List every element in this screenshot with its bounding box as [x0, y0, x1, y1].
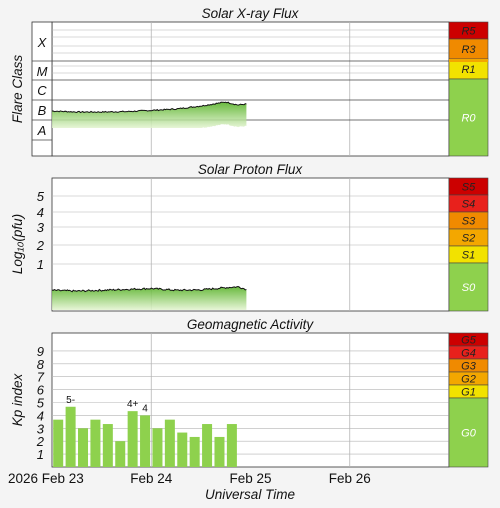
- kp-bar: [127, 411, 138, 467]
- kp-bar: [102, 424, 113, 467]
- kp-bar: [226, 424, 237, 467]
- y-tick-label: 3: [37, 220, 45, 235]
- kp-bar-label: 4: [142, 403, 148, 414]
- scale-label-g3: G3: [461, 361, 477, 373]
- scale-label-s3: S3: [462, 216, 476, 228]
- y-tick-label: 4: [37, 408, 44, 423]
- scale-block-r2: [449, 59, 488, 62]
- y-axis-label: Flare Class: [10, 55, 25, 124]
- panel-title: Solar Proton Flux: [198, 162, 304, 177]
- flare-class-box: [31, 21, 53, 157]
- y-tick-label: 4: [37, 205, 44, 220]
- scale-label-g5: G5: [461, 335, 477, 347]
- scale-label-s4: S4: [462, 199, 475, 211]
- x-tick-label: Feb 26: [329, 471, 371, 486]
- kp-bar-label: 5-: [66, 395, 75, 406]
- scale-label-g0: G0: [461, 428, 477, 440]
- kp-bar: [152, 428, 163, 467]
- kp-bar: [140, 415, 151, 467]
- kp-bar: [164, 419, 175, 467]
- kp-bar: [115, 441, 126, 467]
- scale-label-s2: S2: [462, 233, 475, 245]
- proton-flux-area: [52, 286, 247, 310]
- xray-flux-area: [52, 102, 247, 128]
- kp-bar: [90, 419, 101, 467]
- y-tick-label: 2: [36, 238, 45, 253]
- y-tick-label: 3: [37, 421, 45, 436]
- y-tick-label: X: [37, 35, 48, 50]
- scale-label-r5: R5: [461, 26, 476, 38]
- scale-label-g2: G2: [461, 374, 476, 386]
- scale-block-s0: [448, 262, 489, 312]
- xray-flux-line: [52, 101, 247, 114]
- y-tick-label: M: [37, 64, 48, 79]
- y-tick-label: 5: [37, 189, 45, 204]
- y-tick-label: 8: [37, 357, 45, 372]
- x-tick-label: Feb 24: [130, 471, 173, 486]
- y-tick-label: 1: [37, 447, 44, 462]
- x-tick-label: 2026 Feb 23: [8, 471, 84, 486]
- kp-bar: [53, 419, 64, 467]
- kp-bar-label: 4+: [127, 399, 139, 410]
- scale-label-r3: R3: [461, 44, 476, 56]
- scale-label-g4: G4: [461, 348, 476, 360]
- y-tick-label: C: [37, 83, 47, 98]
- y-tick-label: 9: [37, 344, 44, 359]
- y-axis-label: Kp index: [10, 372, 25, 426]
- kp-bar: [78, 428, 89, 467]
- scale-label-g1: G1: [461, 387, 476, 399]
- y-axis-label: Log₁₀(pfu): [10, 214, 25, 274]
- y-tick-label: A: [37, 123, 47, 138]
- plot-area-0: [51, 21, 450, 157]
- scale-label-r1: R1: [461, 64, 475, 76]
- y-tick-label: 5: [37, 396, 45, 411]
- kp-bar: [214, 436, 225, 467]
- kp-bar: [189, 436, 200, 467]
- y-tick-label: 7: [37, 370, 45, 385]
- proton-flux-line: [51, 285, 247, 293]
- scale-label-s1: S1: [462, 250, 475, 262]
- kp-bar: [177, 432, 188, 467]
- y-tick-label: 2: [36, 434, 45, 449]
- y-tick-label: 6: [37, 383, 45, 398]
- panel-title: Solar X-ray Flux: [202, 6, 300, 21]
- y-tick-label: B: [38, 103, 47, 118]
- scale-block-r0: [448, 78, 489, 157]
- panel-title: Geomagnetic Activity: [187, 317, 315, 332]
- y-tick-label: 1: [37, 257, 44, 272]
- x-axis-label: Universal Time: [205, 487, 295, 502]
- x-tick-label: Feb 25: [229, 471, 271, 486]
- kp-bar: [202, 424, 213, 467]
- scale-block-g0: [448, 397, 489, 468]
- scale-label-r0: R0: [461, 113, 476, 125]
- scale-label-s0: S0: [462, 282, 476, 294]
- scale-label-s5: S5: [462, 182, 476, 194]
- kp-bar: [65, 406, 76, 467]
